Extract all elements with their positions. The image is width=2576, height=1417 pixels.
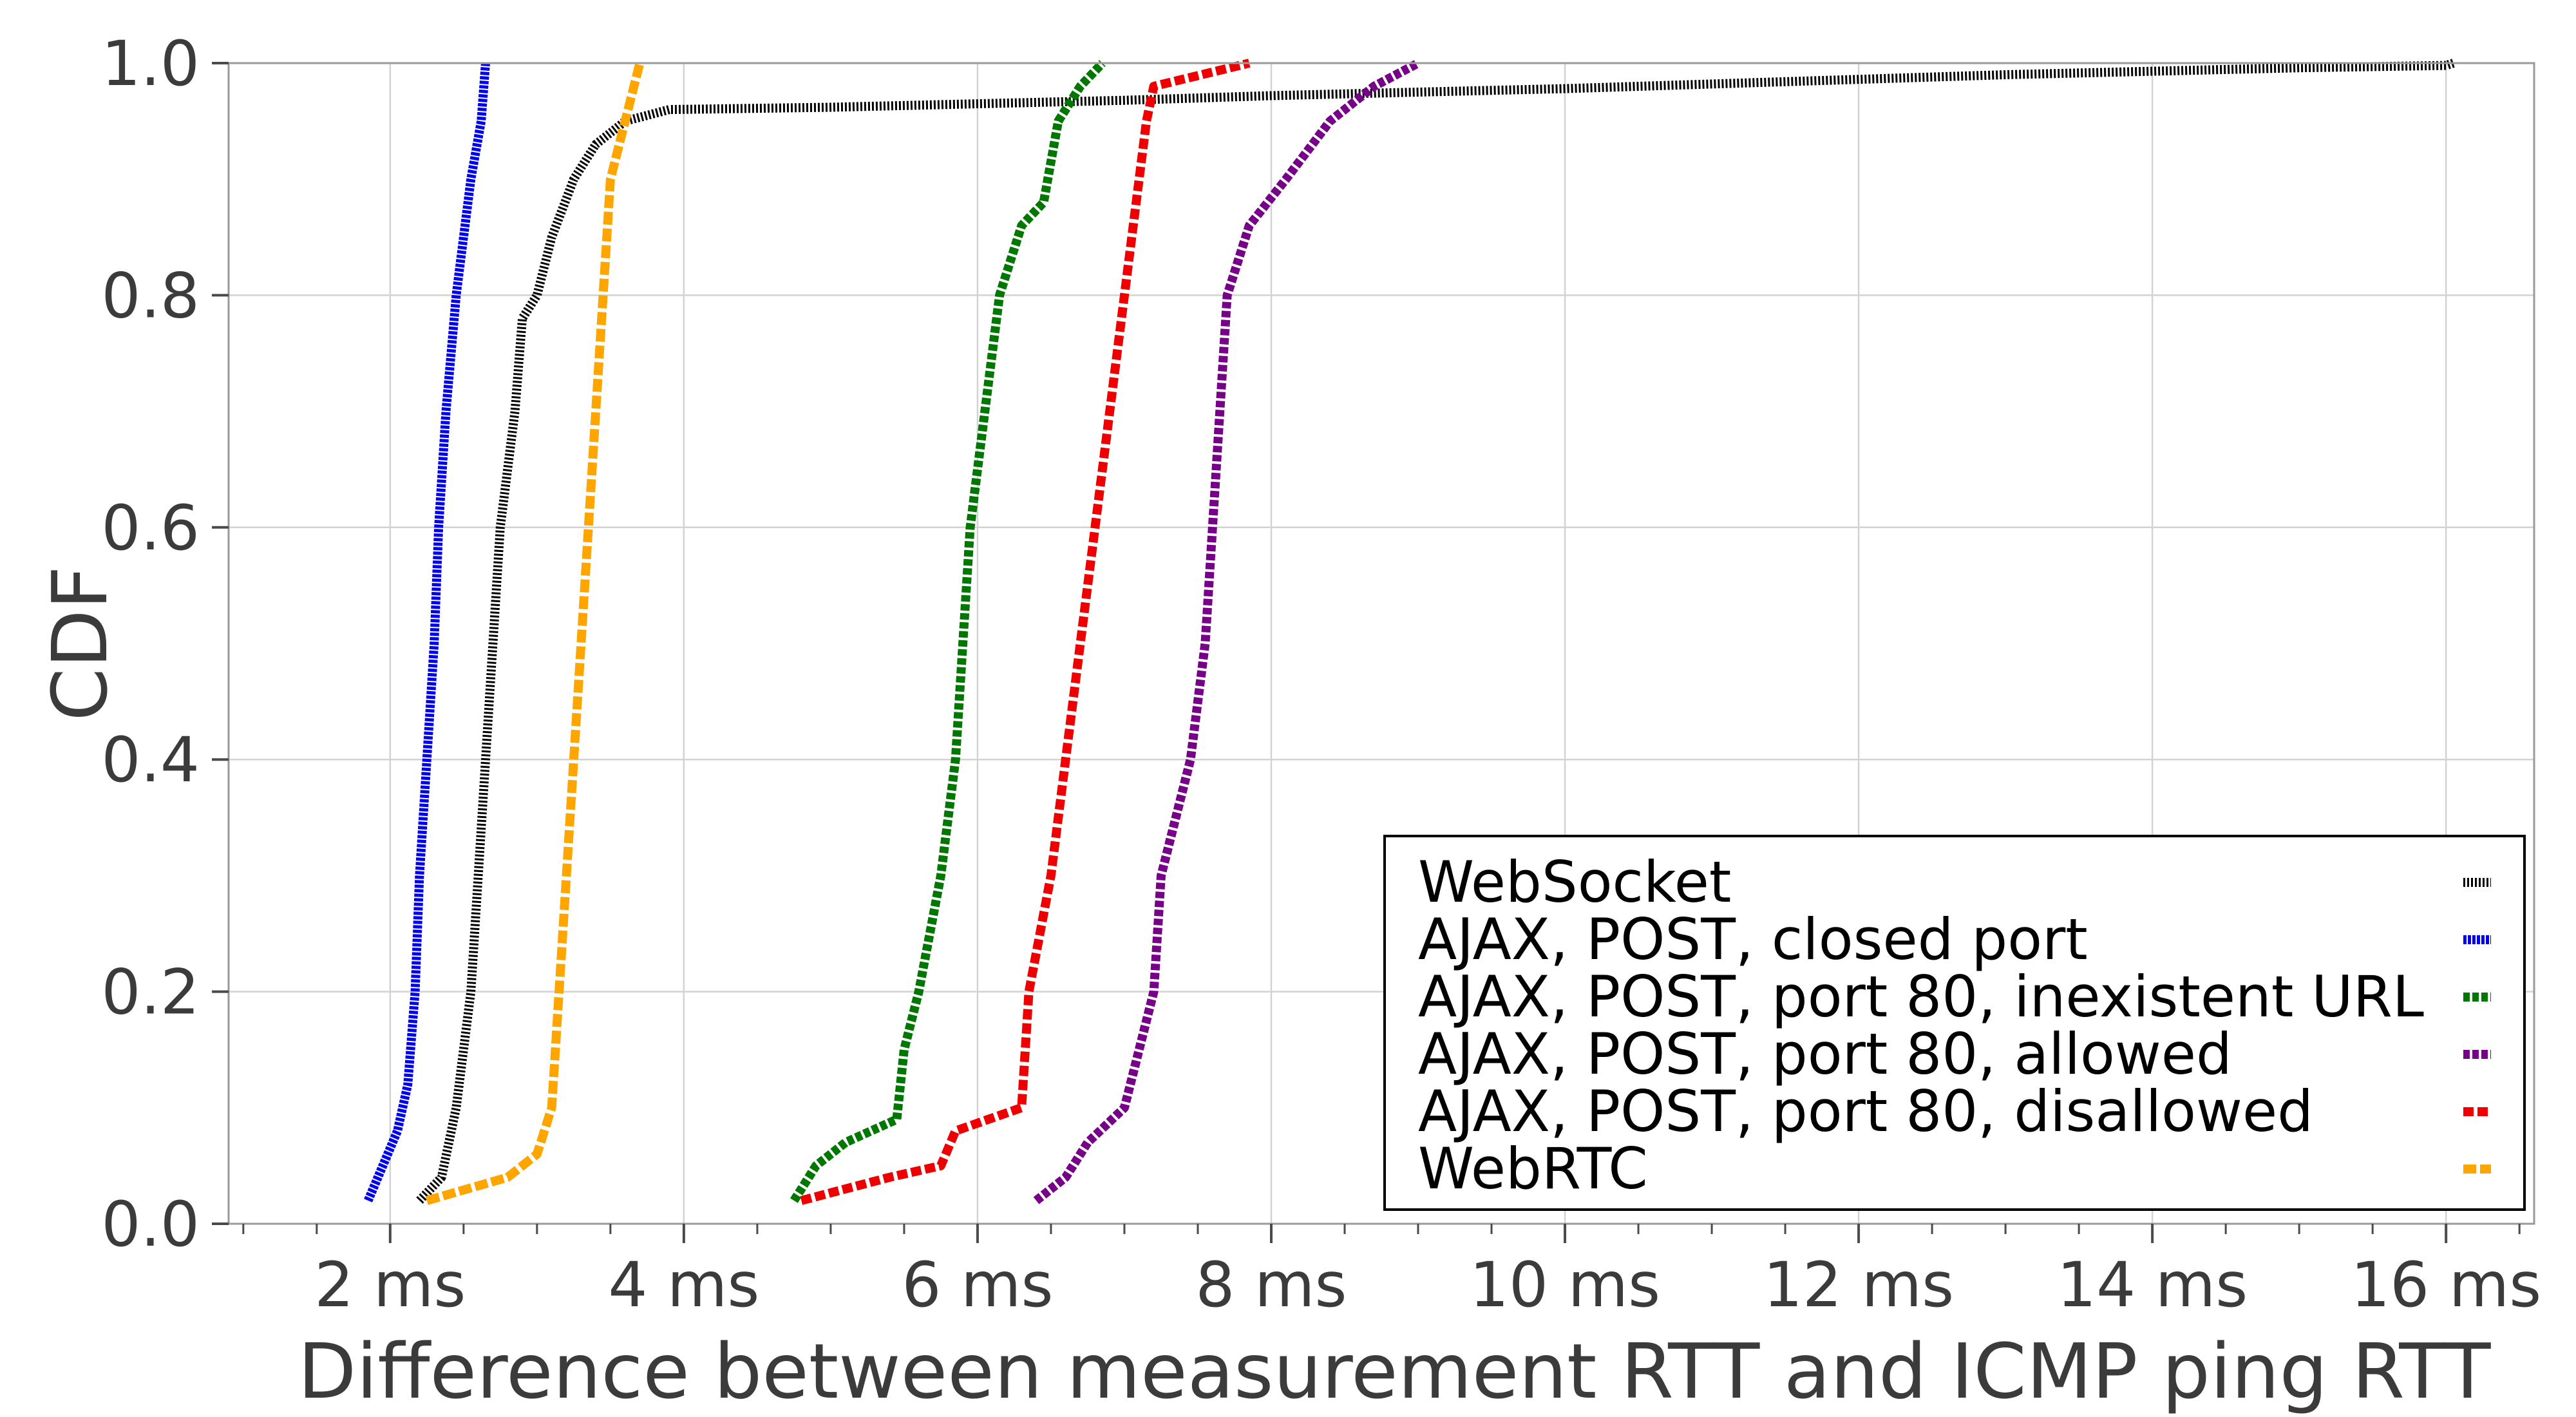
y-axis-label: CDF xyxy=(35,566,124,721)
y-tick-label: 0.2 xyxy=(101,956,200,1029)
series-line-webrtc xyxy=(425,62,645,1205)
series-line-ajax-post-port-80-inexistent-url xyxy=(790,60,1106,1203)
x-tick-label: 16 ms xyxy=(2351,1249,2541,1321)
axis-ticks: 2 ms 4 ms 6 ms 8 ms 10 ms 12 ms 14 ms 16 ms 0.0 0… xyxy=(101,28,2541,1321)
legend-label: WebRTC xyxy=(1418,1136,1648,1202)
series-line-ajax-post-closed-port xyxy=(364,62,490,1203)
x-tick-label: 2 ms xyxy=(314,1249,466,1321)
x-tick-label: 12 ms xyxy=(1763,1249,1954,1321)
x-tick-label: 10 ms xyxy=(1470,1249,1660,1321)
y-tick-label: 0.0 xyxy=(101,1188,200,1260)
plot-frame xyxy=(227,62,2535,1225)
y-tick-label: 0.4 xyxy=(101,724,200,796)
legend-label: AJAX, POST, port 80, disallowed xyxy=(1418,1078,2313,1145)
legend-label: AJAX, POST, port 80, allowed xyxy=(1418,1021,2232,1087)
x-axis-label: Difference between measurement RTT and I… xyxy=(298,1327,2492,1416)
x-tick-label: 14 ms xyxy=(2057,1249,2248,1321)
legend-label: AJAX, POST, port 80, inexistent URL xyxy=(1418,964,2424,1030)
series-line-websocket xyxy=(416,59,2455,1204)
series-line-ajax-post-port-80-allowed xyxy=(1033,59,1421,1204)
x-tick-label: 4 ms xyxy=(608,1249,759,1321)
x-tick-label: 8 ms xyxy=(1195,1249,1347,1321)
legend-box xyxy=(1383,835,2526,1211)
y-tick-label: 1.0 xyxy=(101,28,200,100)
series-line-ajax-post-port-80-disallowed xyxy=(800,59,1251,1205)
series-lines xyxy=(364,59,2455,1205)
x-tick-label: 6 ms xyxy=(902,1249,1053,1321)
y-tick-label: 0.8 xyxy=(101,260,200,332)
legend-label: WebSocket xyxy=(1418,849,1731,915)
y-tick-label: 0.6 xyxy=(101,492,200,564)
legend-label: AJAX, POST, closed port xyxy=(1418,906,2088,973)
